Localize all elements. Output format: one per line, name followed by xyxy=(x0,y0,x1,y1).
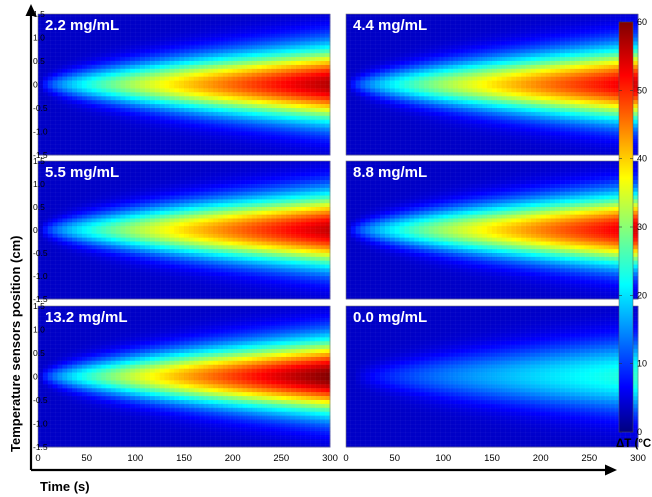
x-tick-label: 100 xyxy=(127,453,143,464)
heatmap-panel xyxy=(37,160,331,300)
y-tick-label: -0.5 xyxy=(33,248,48,258)
x-tick-label: 150 xyxy=(176,453,192,464)
heatmap-panel xyxy=(37,13,331,156)
y-tick-label: 1.0 xyxy=(33,325,45,335)
x-tick-label: 300 xyxy=(322,453,338,464)
y-tick-label: 1.5 xyxy=(33,301,45,311)
x-tick-label: 100 xyxy=(435,453,451,464)
panel-label: 13.2 mg/mL xyxy=(45,309,128,326)
colorbar-tick-label: 60 xyxy=(637,17,647,27)
y-tick-label: -1.5 xyxy=(33,294,48,304)
axes xyxy=(25,4,617,476)
x-tick-label: 0 xyxy=(343,453,348,464)
y-tick-label: -1.0 xyxy=(33,127,48,137)
x-tick-label: 50 xyxy=(81,453,92,464)
heatmap-panel xyxy=(345,305,639,448)
x-axis-label: Time (s) xyxy=(40,479,90,494)
x-tick-label: 200 xyxy=(225,453,241,464)
panel-label: 0.0 mg/mL xyxy=(353,309,427,326)
y-tick-labels: 1.51.00.50-0.5-1.0-1.51.51.00.50-0.5-1.0… xyxy=(33,9,48,452)
y-tick-label: 1.0 xyxy=(33,179,45,189)
y-tick-label: 0.5 xyxy=(33,56,45,66)
x-tick-label: 200 xyxy=(533,453,549,464)
panel-label: 2.2 mg/mL xyxy=(45,17,119,34)
colorbar-tick-label: 0 xyxy=(637,427,642,437)
y-tick-label: 0.5 xyxy=(33,202,45,212)
y-tick-label: 0 xyxy=(33,80,38,90)
panel-labels: 2.2 mg/mL 4.4 mg/mL 5.5 mg/mL 8.8 mg/mL 13.2… xyxy=(45,17,427,326)
heatmap-panel xyxy=(37,305,331,448)
panel-label: 4.4 mg/mL xyxy=(353,17,427,34)
colorbar-tick-label: 50 xyxy=(637,85,647,95)
y-tick-label: 1.5 xyxy=(33,156,45,166)
colorbar-tick-label: 20 xyxy=(637,290,647,300)
y-tick-label: -0.5 xyxy=(33,103,48,113)
y-tick-label: 1.5 xyxy=(33,9,45,19)
x-tick-label: 50 xyxy=(389,453,400,464)
colorbar: 0 10 20 30 40 50 60 ΔT (°C xyxy=(616,17,651,450)
y-tick-label: -1.5 xyxy=(33,150,48,160)
x-tick-labels: 0 50 100 150 200 250 300 0 50 100 150 200 250 300 xyxy=(35,453,646,464)
colorbar-tick-label: 40 xyxy=(637,154,647,164)
panel-label: 8.8 mg/mL xyxy=(353,164,427,181)
colorbar-tick-label: 10 xyxy=(637,359,647,369)
y-tick-label: 0 xyxy=(33,372,38,382)
x-tick-label: 0 xyxy=(35,453,40,464)
colorbar-tick-label: 30 xyxy=(637,222,647,232)
colorbar-ticks: 0 10 20 30 40 50 60 xyxy=(619,17,647,437)
y-tick-label: -1.0 xyxy=(33,271,48,281)
y-axis-label: Temperature sensors position (cm) xyxy=(8,236,23,452)
y-tick-label: 0 xyxy=(33,225,38,235)
y-tick-label: -0.5 xyxy=(33,395,48,405)
y-tick-label: -1.0 xyxy=(33,419,48,429)
heatmap-panels xyxy=(37,13,639,448)
heatmap-panel xyxy=(345,13,639,156)
heatmap-panel xyxy=(345,160,639,300)
x-tick-label: 250 xyxy=(581,453,597,464)
x-tick-label: 150 xyxy=(484,453,500,464)
x-tick-label: 250 xyxy=(273,453,289,464)
y-tick-label: -1.5 xyxy=(33,442,48,452)
x-tick-label: 300 xyxy=(630,453,646,464)
y-tick-label: 0.5 xyxy=(33,348,45,358)
y-tick-label: 1.0 xyxy=(33,33,45,43)
panel-label: 5.5 mg/mL xyxy=(45,164,119,181)
colorbar-label: ΔT (°C xyxy=(616,438,651,450)
